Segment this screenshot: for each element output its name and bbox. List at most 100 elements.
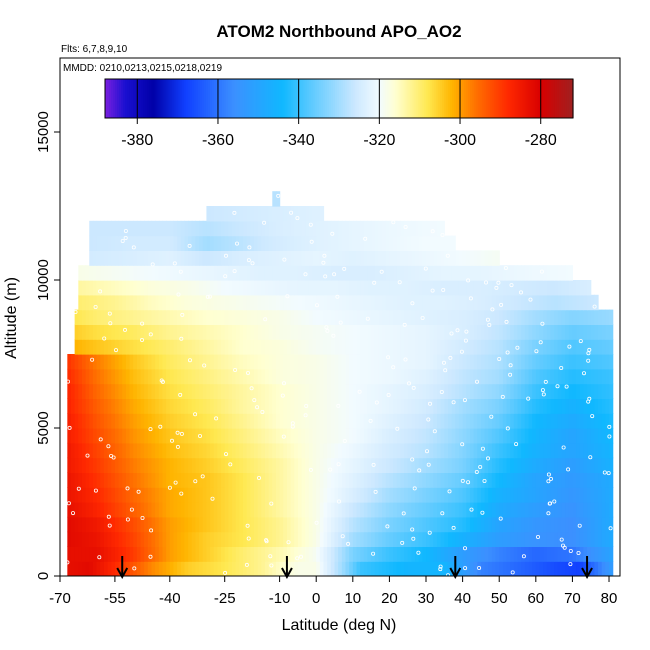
heatmap-cell xyxy=(572,457,577,473)
heatmap-cell xyxy=(290,472,295,488)
heatmap-cell xyxy=(162,280,167,296)
heatmap-cell xyxy=(100,413,105,429)
heatmap-cell xyxy=(484,531,489,547)
heatmap-cell xyxy=(484,457,489,473)
heatmap-cell xyxy=(506,339,511,355)
heatmap-cell xyxy=(85,516,90,533)
heatmap-cell xyxy=(327,546,332,562)
heatmap-cell xyxy=(286,413,292,429)
heatmap-cell xyxy=(221,472,226,488)
heatmap-cell xyxy=(367,280,372,296)
heatmap-cell xyxy=(155,309,160,325)
heatmap-cell xyxy=(554,472,559,488)
heatmap-cell xyxy=(89,354,94,370)
sample-point xyxy=(447,489,452,494)
heatmap-cell xyxy=(590,502,595,518)
sample-point xyxy=(120,238,125,243)
heatmap-cell xyxy=(554,398,559,414)
heatmap-cell xyxy=(598,428,603,444)
heatmap-cell xyxy=(400,235,405,251)
heatmap-cell xyxy=(301,413,306,429)
heatmap-cell xyxy=(488,546,493,562)
heatmap-cell xyxy=(429,324,434,340)
heatmap-cell xyxy=(407,398,412,414)
heatmap-cell xyxy=(385,354,391,370)
heatmap-cell xyxy=(565,531,570,547)
heatmap-cell xyxy=(433,516,438,533)
heatmap-cell xyxy=(371,502,376,518)
heatmap-cell xyxy=(206,220,211,237)
heatmap-cell xyxy=(195,531,200,547)
heatmap-cell xyxy=(436,265,442,281)
heatmap-cell xyxy=(605,398,610,414)
heatmap-cell xyxy=(147,561,153,576)
heatmap-cell xyxy=(338,235,343,251)
heatmap-cell xyxy=(125,368,131,385)
heatmap-cell xyxy=(210,294,215,311)
sample-point xyxy=(303,272,308,277)
heatmap-cell xyxy=(136,561,142,576)
heatmap-cell xyxy=(85,561,90,576)
heatmap-cell xyxy=(407,309,412,325)
colorbar-cell xyxy=(121,79,124,118)
sample-point xyxy=(175,444,180,449)
colorbar-cell xyxy=(254,79,257,118)
heatmap-cell xyxy=(356,280,361,296)
colorbar-cell xyxy=(472,79,475,118)
heatmap-cell xyxy=(385,531,391,547)
heatmap-cell xyxy=(404,487,409,503)
heatmap-cell xyxy=(217,265,222,281)
heatmap-cell xyxy=(78,442,83,459)
heatmap-cell xyxy=(319,428,325,444)
heatmap-cell xyxy=(352,546,358,562)
heatmap-cell xyxy=(162,294,167,311)
heatmap-cell xyxy=(404,235,409,251)
heatmap-cell xyxy=(100,294,105,311)
heatmap-cell xyxy=(363,368,369,385)
colorbar-cell xyxy=(280,79,284,118)
heatmap-cell xyxy=(458,368,464,385)
heatmap-cell xyxy=(330,442,336,459)
heatmap-cell xyxy=(407,368,412,385)
heatmap-cell xyxy=(385,220,391,237)
heatmap-cell xyxy=(312,502,317,518)
heatmap-cell xyxy=(81,324,87,340)
heatmap-cell xyxy=(349,220,354,237)
sample-point xyxy=(202,363,207,368)
heatmap-cell xyxy=(524,561,530,576)
heatmap-cell xyxy=(484,502,489,518)
heatmap-cell xyxy=(221,428,226,444)
heatmap-cell xyxy=(177,457,182,473)
heatmap-cell xyxy=(257,531,262,547)
heatmap-cell xyxy=(568,413,574,429)
heatmap-cell xyxy=(111,472,116,488)
heatmap-cell xyxy=(477,368,482,385)
heatmap-cell xyxy=(433,398,438,414)
heatmap-cell xyxy=(136,413,142,429)
heatmap-cell xyxy=(129,502,134,518)
heatmap-cell xyxy=(334,294,339,311)
heatmap-cell xyxy=(199,280,204,296)
heatmap-cell xyxy=(228,220,233,237)
heatmap-cell xyxy=(524,472,530,488)
heatmap-cell xyxy=(151,561,156,576)
heatmap-cell xyxy=(147,457,153,473)
heatmap-cell xyxy=(144,354,149,370)
heatmap-cell xyxy=(426,457,431,473)
colorbar-cell xyxy=(399,79,403,118)
heatmap-cell xyxy=(151,309,156,325)
heatmap-cell xyxy=(473,502,478,518)
heatmap-cell xyxy=(100,383,105,399)
sample-point xyxy=(403,224,408,229)
heatmap-cell xyxy=(473,265,478,281)
colorbar-cell xyxy=(365,79,368,118)
heatmap-cell xyxy=(360,531,365,547)
heatmap-cell xyxy=(89,472,94,488)
heatmap-cell xyxy=(206,502,211,518)
heatmap-cell xyxy=(535,428,541,444)
heatmap-cell xyxy=(184,250,189,266)
heatmap-cell xyxy=(257,339,262,355)
sample-point xyxy=(205,294,210,299)
heatmap-cell xyxy=(275,235,281,251)
colorbar-cell xyxy=(409,79,413,118)
